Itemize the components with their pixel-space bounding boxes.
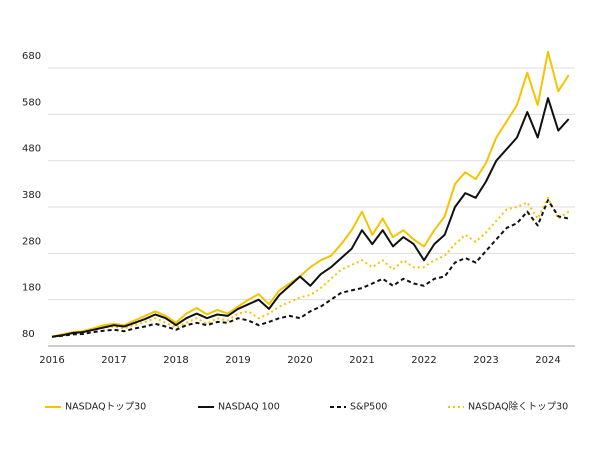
x-tick-label: 2024 — [535, 355, 560, 366]
x-tick-label: 2021 — [349, 355, 374, 366]
x-tick-label: 2020 — [287, 355, 312, 366]
series-line — [51, 97, 570, 338]
legend-label: NASDAQ除くトップ30 — [468, 401, 568, 413]
series-line — [51, 196, 570, 338]
x-tick-label: 2023 — [473, 355, 498, 366]
x-tick-label: 2019 — [225, 355, 250, 366]
legend-label: S&P500 — [350, 402, 387, 413]
y-tick-label: 380 — [22, 190, 41, 201]
series-line — [51, 199, 569, 338]
y-tick-label: 680 — [22, 51, 41, 62]
y-tick-label: 480 — [22, 144, 41, 155]
legend-label: NASDAQトップ30 — [65, 402, 146, 413]
y-tick-label: 80 — [22, 329, 35, 340]
x-tick-label: 2016 — [39, 355, 64, 366]
y-tick-label: 280 — [22, 236, 41, 247]
y-tick-label: 180 — [22, 283, 41, 294]
legend-label: NASDAQ 100 — [218, 402, 280, 413]
y-tick-label: 580 — [22, 97, 41, 108]
x-tick-label: 2022 — [411, 355, 436, 366]
series-line — [51, 50, 570, 338]
x-tick-label: 2017 — [101, 355, 126, 366]
x-tick-label: 2018 — [163, 355, 188, 366]
